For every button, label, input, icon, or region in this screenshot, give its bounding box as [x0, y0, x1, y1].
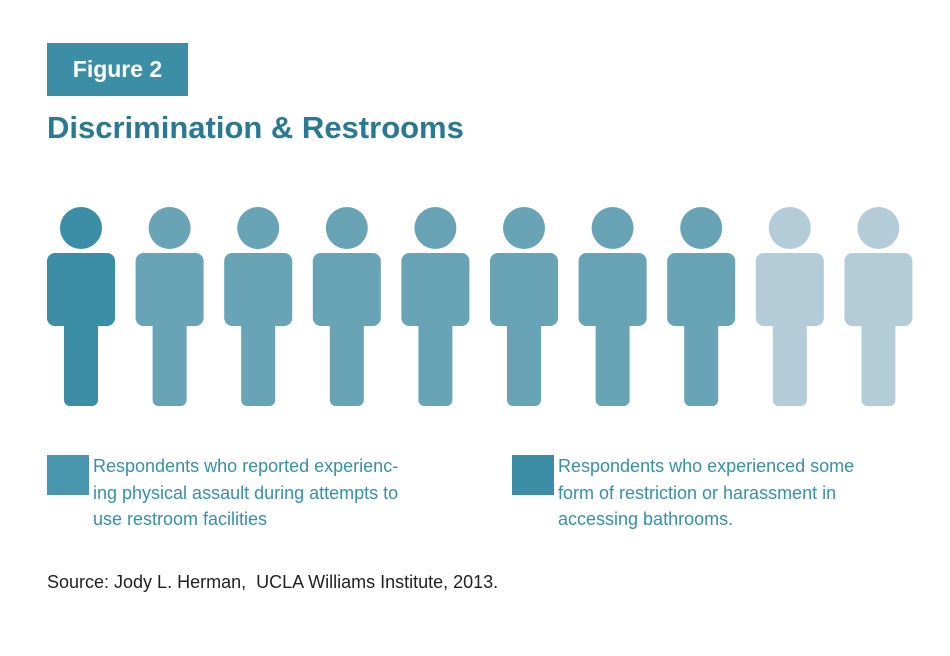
person-legs	[684, 300, 719, 406]
legend-swatch-restriction	[512, 455, 554, 495]
person-icon	[224, 207, 293, 406]
person-head	[60, 207, 102, 249]
person-head	[148, 207, 191, 249]
pictograph	[47, 207, 913, 406]
person-legs	[329, 300, 364, 406]
legend-swatch-assault	[47, 455, 89, 495]
legend-item-restriction: Respondents who experienced some form of…	[512, 453, 854, 533]
person-icon	[755, 207, 824, 406]
person-icon	[490, 207, 558, 406]
person-legs	[772, 300, 807, 406]
person-head	[237, 207, 280, 249]
legend-label-restriction: Respondents who experienced some form of…	[558, 456, 855, 529]
person-head	[414, 207, 457, 249]
figure-label: Figure 2	[47, 43, 188, 96]
person-legs	[418, 300, 453, 406]
legend-label-assault: Respondents who reported experienc- ing …	[93, 456, 399, 529]
person-legs	[595, 300, 630, 406]
legend-item-assault: Respondents who reported experienc- ing …	[47, 453, 398, 533]
person-head	[768, 207, 811, 249]
person-legs	[861, 300, 896, 406]
person-legs	[507, 300, 541, 406]
person-head	[680, 207, 723, 249]
person-legs	[241, 300, 276, 406]
person-legs	[64, 300, 98, 406]
person-head	[591, 207, 634, 249]
person-head	[325, 207, 368, 249]
person-icon	[578, 207, 647, 406]
person-icon	[667, 207, 736, 406]
person-icon	[401, 207, 470, 406]
person-icon	[135, 207, 204, 406]
source-note: Source: Jody L. Herman, UCLA Williams In…	[47, 572, 499, 592]
person-icon	[47, 207, 115, 406]
person-head	[857, 207, 900, 249]
person-head	[503, 207, 545, 249]
chart-title: Discrimination & Restrooms	[47, 110, 464, 145]
person-icon	[844, 207, 913, 406]
person-icon	[312, 207, 381, 406]
person-legs	[152, 300, 187, 406]
